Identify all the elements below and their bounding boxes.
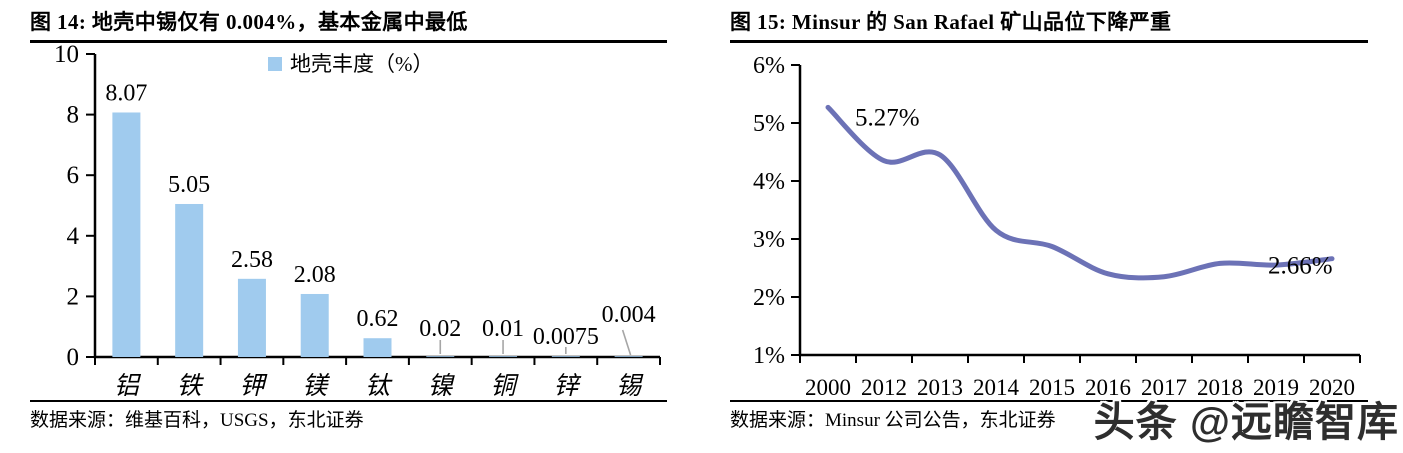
x-year-label: 2020	[1309, 375, 1355, 400]
figure-15-title: 图 15: Minsur 的 San Rafael 矿山品位下降严重	[730, 7, 1368, 43]
y-tick-label: 10	[54, 43, 79, 68]
y-tick-label: 6	[67, 162, 80, 189]
bar-value-label: 5.05	[168, 172, 210, 198]
y-tick-label: 5%	[753, 111, 785, 137]
bar-钾	[237, 278, 266, 357]
bar-value-label: 0.62	[357, 306, 399, 332]
y-tick-label: 3%	[753, 227, 785, 253]
y-tick-label: 4	[67, 223, 80, 250]
figure-14-source: 数据来源：维基百科，USGS，东北证券	[30, 400, 667, 434]
x-category-label: 锡	[616, 373, 644, 400]
figure-14: 图 14: 地壳中锡仅有 0.004%，基本金属中最低 0 2 4 6 8 10 8.07 铝…	[30, 7, 667, 434]
x-year-label: 2014	[973, 375, 1020, 400]
bar-锡	[614, 356, 643, 357]
bar-镍	[426, 356, 455, 357]
bar-铜	[489, 356, 518, 357]
x-category-label: 钛	[365, 373, 393, 400]
y-tick-label: 4%	[753, 169, 785, 195]
bar-value-label: 0.0075	[533, 324, 599, 350]
y-tick-label: 1%	[753, 343, 785, 369]
bar-value-label: 0.02	[419, 316, 461, 342]
x-year-label: 2013	[917, 375, 963, 400]
x-year-label: 2017	[1141, 375, 1187, 400]
leader-line	[621, 329, 632, 356]
bar-value-label: 2.08	[294, 262, 336, 288]
point-annotation: 2.66%	[1268, 253, 1333, 280]
x-category-label: 铝	[114, 373, 142, 400]
x-category-label: 锌	[553, 373, 581, 400]
x-year-label: 2012	[861, 375, 907, 400]
legend-swatch	[268, 57, 282, 71]
point-annotation: 5.27%	[855, 104, 920, 131]
bar-value-label: 8.07	[105, 80, 147, 106]
y-tick-label: 6%	[753, 53, 785, 79]
bar-铝	[112, 112, 141, 357]
x-category-label: 铜	[491, 373, 520, 400]
figure-15: 图 15: Minsur 的 San Rafael 矿山品位下降严重 1% 2% 3…	[730, 7, 1368, 434]
x-category-label: 钾	[239, 373, 268, 400]
y-tick-label: 8	[67, 102, 80, 129]
crustal-abundance-bar-chart: 0 2 4 6 8 10 8.07 铝 5.05 铁 2.58 钾 2.08 镁 0.62 钛 0.02 镍 0.0…	[54, 43, 661, 400]
y-tick-label: 0	[67, 344, 80, 371]
x-year-label: 2000	[805, 375, 851, 400]
bar-value-label: 0.004	[602, 302, 656, 328]
x-category-label: 铁	[177, 373, 205, 400]
x-year-label: 2015	[1029, 375, 1075, 400]
x-category-label: 镍	[428, 372, 456, 400]
ore-grade-line-chart: 1% 2% 3% 4% 5% 6% 2000 2012 2013 2014 2015 2016 2017…	[753, 53, 1361, 400]
x-category-label: 镁	[302, 373, 330, 400]
legend-label: 地壳丰度（%）	[290, 52, 434, 76]
y-tick-label: 2	[67, 283, 80, 310]
figure-14-title: 图 14: 地壳中锡仅有 0.004%，基本金属中最低	[30, 7, 667, 43]
x-year-label: 2019	[1253, 375, 1299, 400]
x-year-label: 2018	[1197, 375, 1243, 400]
bar-镁	[300, 293, 329, 357]
bar-铁	[175, 203, 204, 357]
bar-钛	[363, 338, 392, 357]
bar-锌	[551, 356, 580, 357]
bar-value-label: 2.58	[231, 247, 273, 273]
x-year-label: 2016	[1085, 375, 1131, 400]
figure-15-source: 数据来源：Minsur 公司公告，东北证券	[730, 400, 1368, 434]
y-tick-label: 2%	[753, 285, 785, 311]
bar-value-label: 0.01	[482, 316, 524, 342]
watermark: 头条 @远瞻智库	[1093, 399, 1399, 445]
grade-trend-line	[825, 104, 1335, 281]
